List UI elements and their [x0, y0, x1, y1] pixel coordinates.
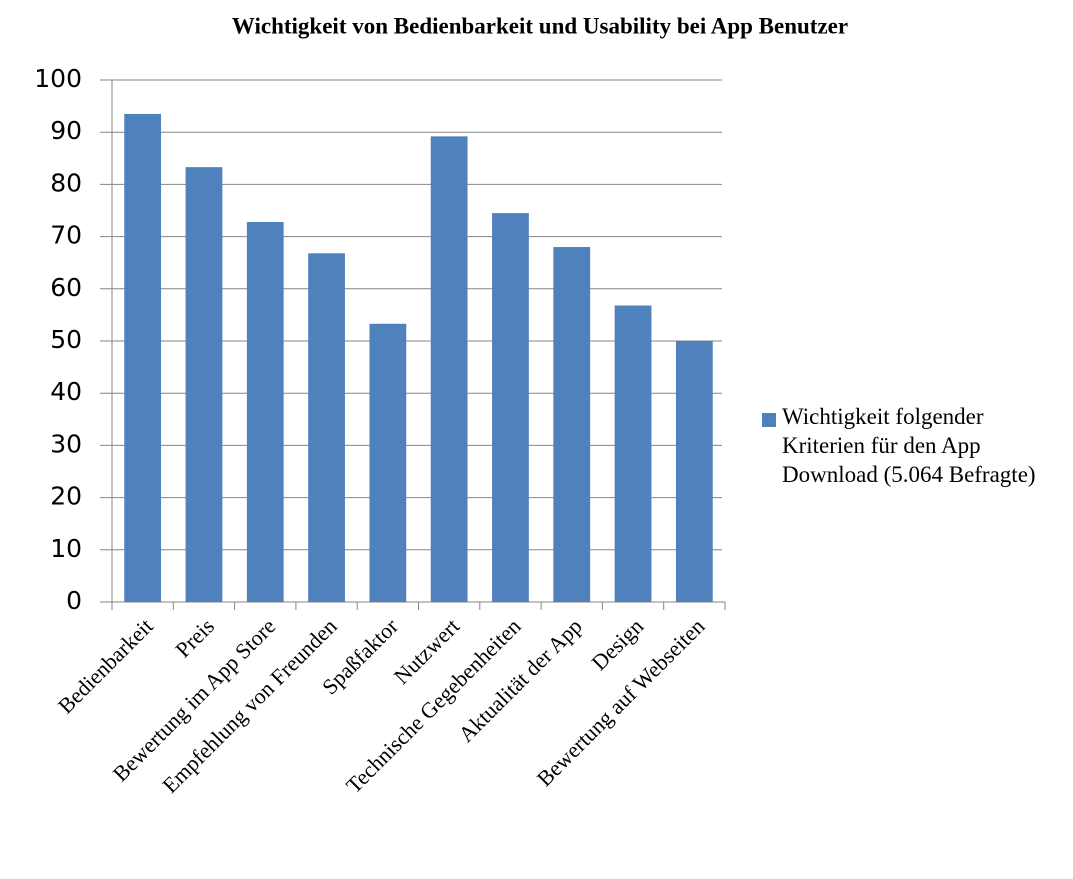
bar [553, 247, 591, 603]
y-tick-label: 80 [50, 168, 82, 197]
legend-swatch [762, 413, 776, 427]
bar [308, 253, 345, 602]
chart-title: Wichtigkeit von Bedienbarkeit und Usabil… [232, 13, 848, 38]
y-tick-label: 50 [50, 325, 82, 354]
bar [185, 167, 223, 602]
bar [614, 305, 652, 602]
y-tick-label: 20 [50, 482, 82, 511]
x-tick-label: Bedienbarkeit [53, 613, 158, 718]
legend-label: Wichtigkeit folgender Kriterien für den … [782, 404, 1036, 487]
y-tick-label: 40 [50, 377, 82, 406]
y-tick-label: 60 [50, 273, 82, 302]
bar [430, 136, 468, 602]
y-tick-label: 100 [34, 64, 82, 93]
y-tick-label: 10 [50, 534, 82, 563]
bar [246, 221, 284, 602]
bar [124, 113, 162, 603]
bar [492, 213, 529, 603]
bar [369, 323, 407, 602]
y-tick-label: 30 [50, 429, 82, 458]
y-tick-label: 90 [50, 116, 82, 145]
y-tick-label: 0 [66, 586, 82, 615]
x-tick-label: Preis [170, 613, 219, 662]
y-tick-label: 70 [50, 221, 82, 250]
bar [675, 341, 713, 602]
